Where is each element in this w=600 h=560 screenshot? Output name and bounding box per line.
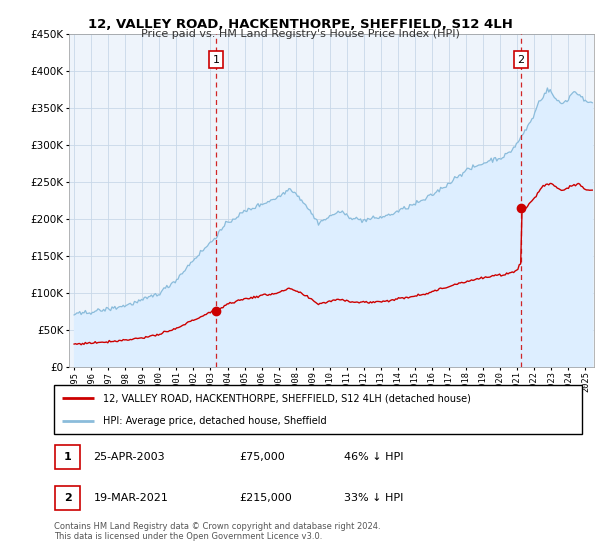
Text: Price paid vs. HM Land Registry's House Price Index (HPI): Price paid vs. HM Land Registry's House …: [140, 29, 460, 39]
Text: 12, VALLEY ROAD, HACKENTHORPE, SHEFFIELD, S12 4LH: 12, VALLEY ROAD, HACKENTHORPE, SHEFFIELD…: [88, 18, 512, 31]
Text: 1: 1: [212, 54, 220, 64]
Text: 2: 2: [64, 493, 71, 503]
Bar: [55, 445, 80, 469]
Text: £75,000: £75,000: [239, 452, 284, 462]
Text: Contains HM Land Registry data © Crown copyright and database right 2024.
This d: Contains HM Land Registry data © Crown c…: [54, 522, 380, 542]
Text: 46% ↓ HPI: 46% ↓ HPI: [344, 452, 404, 462]
Text: 12, VALLEY ROAD, HACKENTHORPE, SHEFFIELD, S12 4LH (detached house): 12, VALLEY ROAD, HACKENTHORPE, SHEFFIELD…: [103, 393, 470, 403]
Bar: [55, 486, 80, 510]
Text: 33% ↓ HPI: 33% ↓ HPI: [344, 493, 404, 503]
Text: 2: 2: [517, 54, 524, 64]
Text: 1: 1: [64, 452, 71, 462]
Text: HPI: Average price, detached house, Sheffield: HPI: Average price, detached house, Shef…: [103, 416, 326, 426]
Text: 25-APR-2003: 25-APR-2003: [94, 452, 165, 462]
Text: 19-MAR-2021: 19-MAR-2021: [94, 493, 169, 503]
Text: £215,000: £215,000: [239, 493, 292, 503]
